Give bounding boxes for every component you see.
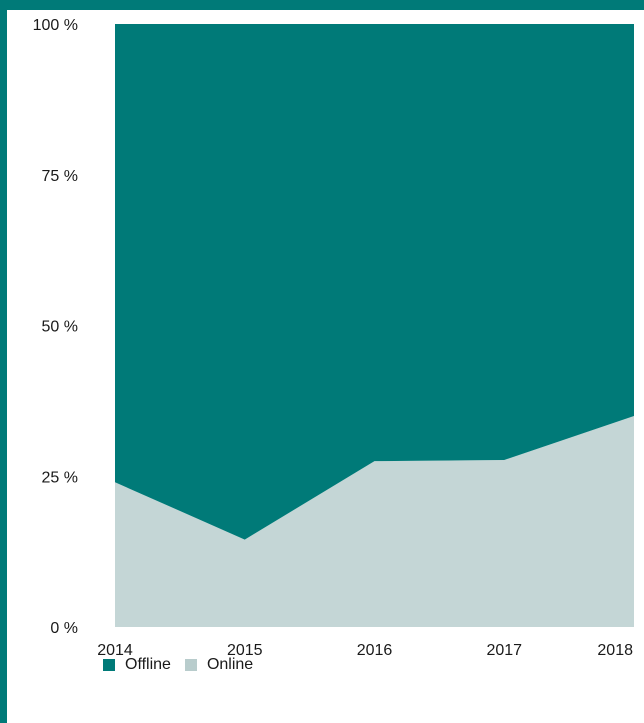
legend-label-online: Online <box>206 656 254 673</box>
legend-swatch-offline <box>103 659 115 671</box>
x-tick-label: 2016 <box>357 642 393 659</box>
x-tick-label: 2015 <box>227 642 263 659</box>
legend-label-offline: Offline <box>125 656 171 673</box>
legend-item-offline: Offline <box>103 656 171 674</box>
y-tick-label: 100 % <box>33 17 78 34</box>
y-tick-label: 25 % <box>42 469 78 486</box>
y-tick-label: 75 % <box>42 168 78 185</box>
x-tick-label: 2014 <box>97 642 133 659</box>
y-tick-label: 50 % <box>42 319 78 336</box>
x-tick-label: 2018 <box>597 642 633 659</box>
x-tick-label: 2017 <box>486 642 522 659</box>
area-layer <box>115 24 634 627</box>
area-offline <box>115 24 634 540</box>
legend: Offline Online <box>103 656 267 674</box>
area-online <box>115 415 634 627</box>
legend-item-online: Online <box>184 656 254 674</box>
legend-swatch-online <box>184 659 197 671</box>
x-axis-ticks: 2014 2015 2016 2017 2018 <box>97 642 633 659</box>
y-axis-ticks: 0 % 25 % 50 % 75 % 100 % <box>33 17 78 637</box>
y-tick-label: 0 % <box>50 620 78 637</box>
